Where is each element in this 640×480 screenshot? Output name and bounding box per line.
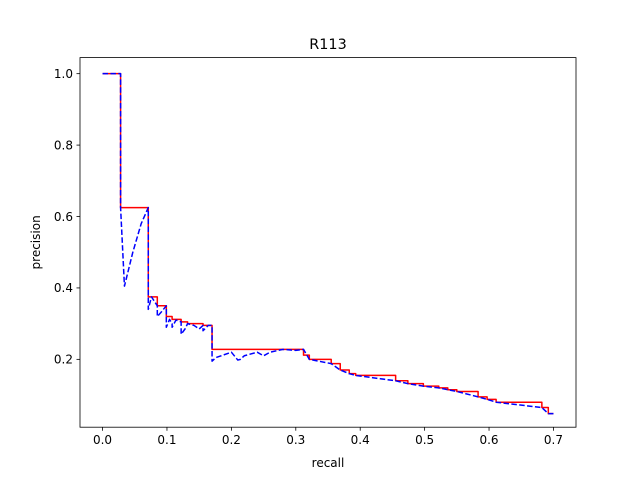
x-tick-label: 0.6 — [479, 433, 498, 447]
x-tick-label: 0.7 — [544, 433, 563, 447]
x-tick-label: 0.2 — [222, 433, 241, 447]
x-axis-ticks: 0.0 0.1 0.2 0.3 0.4 0.5 0.6 0.7 — [93, 427, 563, 447]
y-axis-label: precision — [29, 215, 43, 269]
y-axis-ticks: 0.2 0.4 0.6 0.8 1.0 — [54, 67, 80, 367]
series-layer — [102, 72, 554, 415]
x-tick-label: 0.1 — [157, 433, 176, 447]
x-tick-label: 0.5 — [415, 433, 434, 447]
x-tick-label: 0.4 — [351, 433, 370, 447]
dashed-series-line — [102, 72, 554, 415]
chart-title: R113 — [309, 37, 346, 53]
x-tick-label: 0.3 — [286, 433, 305, 447]
y-tick-label: 0.4 — [54, 281, 73, 295]
y-tick-label: 0.6 — [54, 210, 73, 224]
y-tick-label: 0.8 — [54, 138, 73, 152]
x-axis-label: recall — [312, 456, 345, 470]
y-tick-label: 1.0 — [54, 67, 73, 81]
plot-area — [80, 57, 576, 428]
y-tick-label: 0.2 — [54, 353, 73, 367]
x-tick-label: 0.0 — [93, 433, 112, 447]
solid-series-line — [102, 72, 554, 415]
axes-frame — [79, 57, 577, 428]
